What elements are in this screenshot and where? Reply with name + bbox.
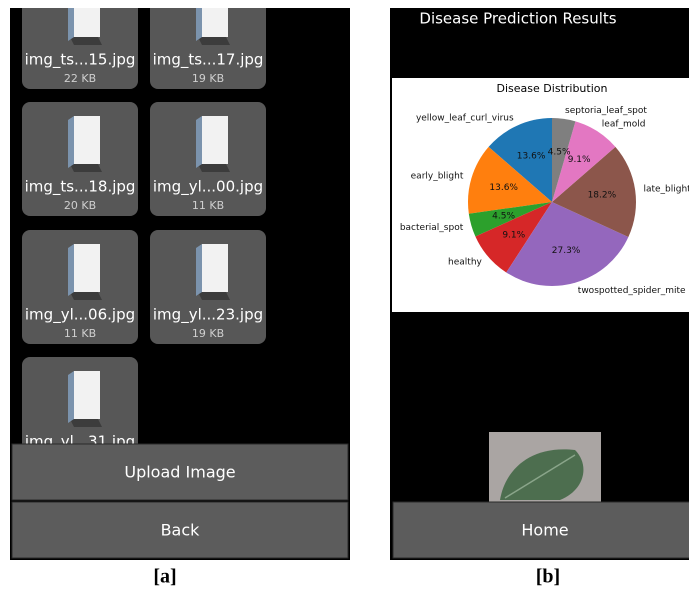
icon-page: [74, 116, 100, 164]
category-label: septoria_leaf_spot: [565, 106, 647, 116]
icon-shadow: [70, 37, 102, 45]
file-name: img_ts...18.jpg: [25, 178, 136, 197]
screen-title: Disease Prediction Results: [419, 10, 616, 28]
icon-shadow: [198, 37, 230, 45]
button-label: Back: [161, 521, 201, 540]
value-label: 13.6%: [517, 152, 546, 162]
button-label: Home: [521, 521, 568, 540]
button[interactable]: Upload Image: [12, 444, 348, 500]
category-label: twospotted_spider_mite: [578, 286, 686, 296]
file-name: img_yl...00.jpg: [153, 178, 263, 197]
screenshot: img_ts...15.jpg 22 KB img_ts...17.jpg 19 KB…: [0, 0, 689, 592]
file-size: 19 KB: [192, 72, 224, 85]
caption: [b]: [536, 566, 560, 588]
file-size: 22 KB: [64, 72, 96, 85]
value-label: 4.5%: [548, 148, 571, 158]
category-label: healthy: [448, 258, 482, 268]
category-label: leaf_mold: [602, 120, 646, 130]
icon-spine: [196, 244, 202, 296]
value-label: 4.5%: [492, 211, 515, 221]
icon-page: [74, 371, 100, 419]
icon-spine: [196, 116, 202, 168]
file-name: img_ts...17.jpg: [153, 51, 264, 70]
icon-spine: [68, 116, 74, 168]
icon-shadow: [198, 292, 230, 300]
icon-page: [74, 244, 100, 292]
icon-shadow: [70, 419, 102, 427]
icon-shadow: [198, 164, 230, 172]
category-label: early_blight: [411, 171, 464, 181]
file-tile[interactable]: img_ts...17.jpg 19 KB: [150, 0, 266, 89]
icon-spine: [68, 244, 74, 296]
category-label: bacterial_spot: [400, 223, 464, 233]
chart-title: Disease Distribution: [497, 82, 608, 95]
button[interactable]: Home: [393, 502, 689, 558]
file-size: 20 KB: [64, 199, 96, 212]
icon-spine: [68, 371, 74, 423]
file-size: 11 KB: [64, 327, 96, 340]
button[interactable]: Back: [12, 502, 348, 558]
category-label: late_blight: [643, 184, 689, 194]
file-name: img_ts...15.jpg: [25, 51, 136, 70]
icon-shadow: [70, 164, 102, 172]
file-tile[interactable]: img_yl...23.jpg 19 KB: [150, 230, 266, 344]
icon-page: [202, 116, 228, 164]
value-label: 9.1%: [502, 230, 525, 240]
icon-shadow: [70, 292, 102, 300]
value-label: 9.1%: [568, 155, 591, 165]
file-size: 19 KB: [192, 327, 224, 340]
value-label: 27.3%: [552, 246, 581, 256]
icon-page: [74, 0, 100, 37]
file-size: 11 KB: [192, 199, 224, 212]
file-tile[interactable]: img_yl...06.jpg 11 KB: [22, 230, 138, 344]
file-tile[interactable]: img_yl...00.jpg 11 KB: [150, 102, 266, 216]
page: {"panel_a": {"caption": "[a]", "files": …: [0, 0, 689, 596]
value-label: 18.2%: [588, 190, 617, 200]
file-tile[interactable]: img_ts...15.jpg 22 KB: [22, 0, 138, 89]
file-tile[interactable]: img_ts...18.jpg 20 KB: [22, 102, 138, 216]
icon-page: [202, 0, 228, 37]
file-name: img_yl...23.jpg: [153, 306, 263, 325]
icon-spine: [68, 0, 74, 41]
file-name: img_yl...06.jpg: [25, 306, 135, 325]
icon-page: [202, 244, 228, 292]
icon-spine: [196, 0, 202, 41]
caption: [a]: [153, 566, 176, 588]
category-label: yellow_leaf_curl_virus: [416, 113, 514, 123]
button-label: Upload Image: [124, 463, 235, 482]
value-label: 13.6%: [489, 183, 518, 193]
